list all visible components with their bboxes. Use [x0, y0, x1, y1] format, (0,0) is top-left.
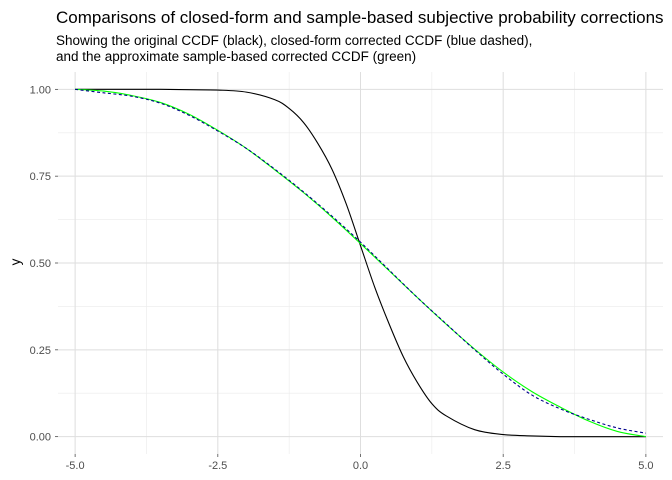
- x-tick-label: 0.0: [353, 460, 368, 472]
- x-axis-ticks: -5.0 -2.5 0.0 2.5 5.0: [66, 454, 654, 472]
- series-line-sample-based-ccdf: [75, 88, 646, 438]
- x-tick-label: 5.0: [638, 460, 653, 472]
- y-tick-label: 1.00: [30, 84, 51, 96]
- chart-subtitle-line-1: Showing the original CCDF (black), close…: [56, 33, 532, 48]
- x-tick-label: -5.0: [66, 460, 85, 472]
- y-tick-label: 0.75: [30, 171, 51, 183]
- y-tick-label: 0.50: [30, 258, 51, 270]
- y-axis-ticks: 0.00 0.25 0.50 0.75 1.00: [30, 84, 58, 444]
- series-line-original-ccdf: [75, 88, 646, 438]
- y-tick-label: 0.00: [30, 432, 51, 444]
- x-tick-label: -2.5: [208, 460, 227, 472]
- y-tick-label: 0.25: [30, 345, 51, 357]
- series-layer: [75, 88, 646, 438]
- x-tick-label: 2.5: [496, 460, 511, 472]
- chart-title: Comparisons of closed-form and sample-ba…: [56, 8, 664, 27]
- chart-subtitle-line-2: and the approximate sample-based correct…: [56, 49, 416, 64]
- series-line-closed-form-ccdf: [75, 88, 646, 434]
- y-axis-label: y: [8, 258, 23, 265]
- grid-major: [58, 72, 663, 454]
